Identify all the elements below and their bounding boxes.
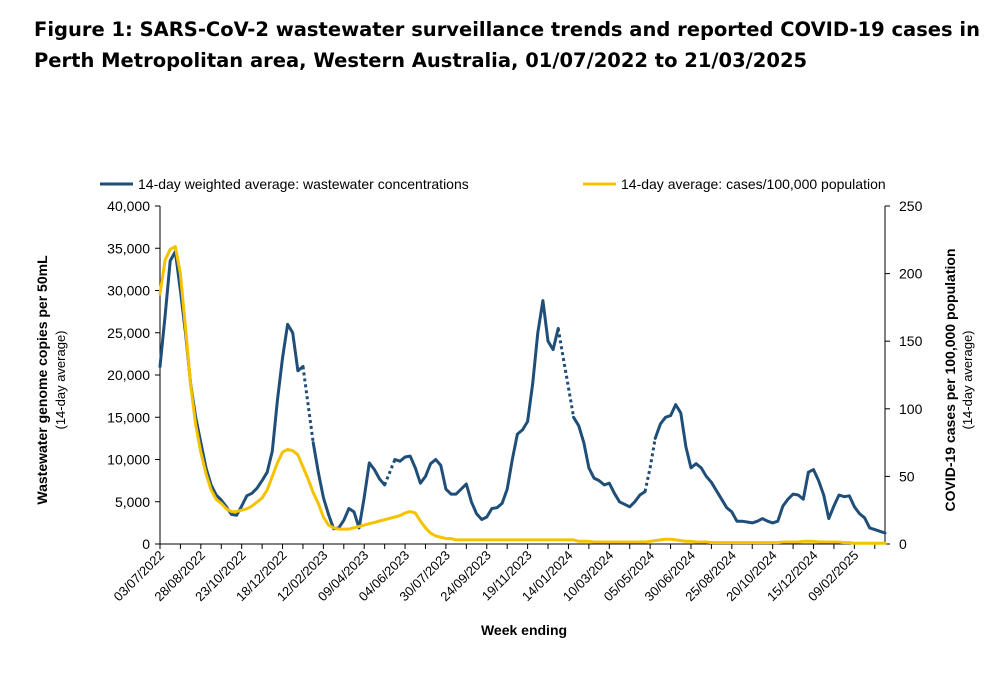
- legend-label-wastewater: 14-day weighted average: wastewater conc…: [138, 176, 469, 192]
- left-tick-label: 5,000: [115, 494, 150, 510]
- left-tick-label: 30,000: [107, 283, 150, 299]
- left-axis-ticks: 0 5,000 10,000 15,000 20,000 25,000 30,000 35,0…: [107, 198, 160, 552]
- right-tick-label: 100: [899, 401, 923, 417]
- wastewater-series-line-dotted: [556, 328, 576, 418]
- right-tick-label: 150: [899, 333, 923, 349]
- wastewater-series-line-dotted: [383, 458, 397, 486]
- series-layer: [158, 245, 887, 545]
- left-tick-label: 40,000: [107, 198, 150, 214]
- right-axis-ticks: 0 50 100 150 200 250: [885, 198, 923, 552]
- wastewater-series-line-solid: [311, 441, 387, 531]
- y-axis-right-subtitle: (14-day average): [960, 331, 975, 430]
- left-tick-label: 25,000: [107, 325, 150, 341]
- wastewater-series-line-dotted: [643, 438, 657, 492]
- wastewater-series-line-dotted: [301, 366, 315, 443]
- wastewater-series-line-solid: [653, 403, 887, 535]
- x-axis-ticks: 03/07/202228/08/202223/10/202218/12/2022…: [110, 544, 876, 604]
- right-tick-label: 250: [899, 198, 923, 214]
- legend: 14-day weighted average: wastewater conc…: [100, 176, 886, 192]
- right-tick-label: 50: [899, 468, 915, 484]
- x-axis-title: Week ending: [481, 622, 567, 638]
- y-axis-left-title: Wastewater genome copies per 50mL: [34, 255, 50, 505]
- legend-label-cases: 14-day average: cases/100,000 population: [621, 176, 886, 192]
- right-tick-label: 200: [899, 266, 923, 282]
- left-tick-label: 20,000: [107, 367, 150, 383]
- wastewater-series-line-solid: [572, 415, 647, 509]
- cases-series-line-solid: [158, 245, 887, 545]
- left-tick-label: 10,000: [107, 452, 150, 468]
- left-tick-label: 0: [142, 536, 150, 552]
- figure-title: Figure 1: SARS-CoV-2 wastewater surveill…: [34, 18, 980, 72]
- y-axis-left-subtitle: (14-day average): [53, 331, 68, 430]
- y-axis-right-title: COVID-19 cases per 100,000 population: [942, 249, 958, 512]
- left-tick-label: 35,000: [107, 240, 150, 256]
- right-tick-label: 0: [899, 536, 907, 552]
- left-tick-label: 15,000: [107, 409, 150, 425]
- wastewater-series-line-solid: [393, 299, 560, 521]
